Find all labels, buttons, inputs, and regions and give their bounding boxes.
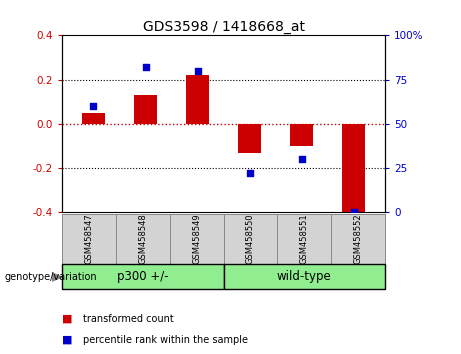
Bar [82,113,105,124]
Bar [278,214,331,264]
Bar [186,75,209,124]
Title: GDS3598 / 1418668_at: GDS3598 / 1418668_at [142,21,305,34]
Point [194,68,201,74]
Bar [62,214,116,264]
Bar [62,264,224,289]
Bar [224,264,385,289]
Bar [134,95,157,124]
Text: GSM458550: GSM458550 [246,213,255,264]
Point [298,156,305,162]
Text: ■: ■ [62,314,73,324]
Bar [331,214,385,264]
Polygon shape [52,273,62,281]
Point [90,103,97,109]
Text: GSM458547: GSM458547 [85,213,94,264]
Point [350,210,357,215]
Text: percentile rank within the sample: percentile rank within the sample [83,335,248,345]
Bar [224,214,278,264]
Text: genotype/variation: genotype/variation [5,272,97,282]
Bar [116,214,170,264]
Bar [290,124,313,146]
Point [246,171,253,176]
Text: wild-type: wild-type [277,270,331,283]
Text: transformed count: transformed count [83,314,174,324]
Bar [238,124,261,153]
Text: GSM458548: GSM458548 [138,213,148,264]
Text: ■: ■ [62,335,73,345]
Bar [170,214,224,264]
Text: GSM458551: GSM458551 [300,213,309,264]
Text: GSM458552: GSM458552 [354,213,362,264]
Text: p300 +/-: p300 +/- [117,270,169,283]
Bar [342,124,366,212]
Point [142,64,149,70]
Text: GSM458549: GSM458549 [192,213,201,264]
